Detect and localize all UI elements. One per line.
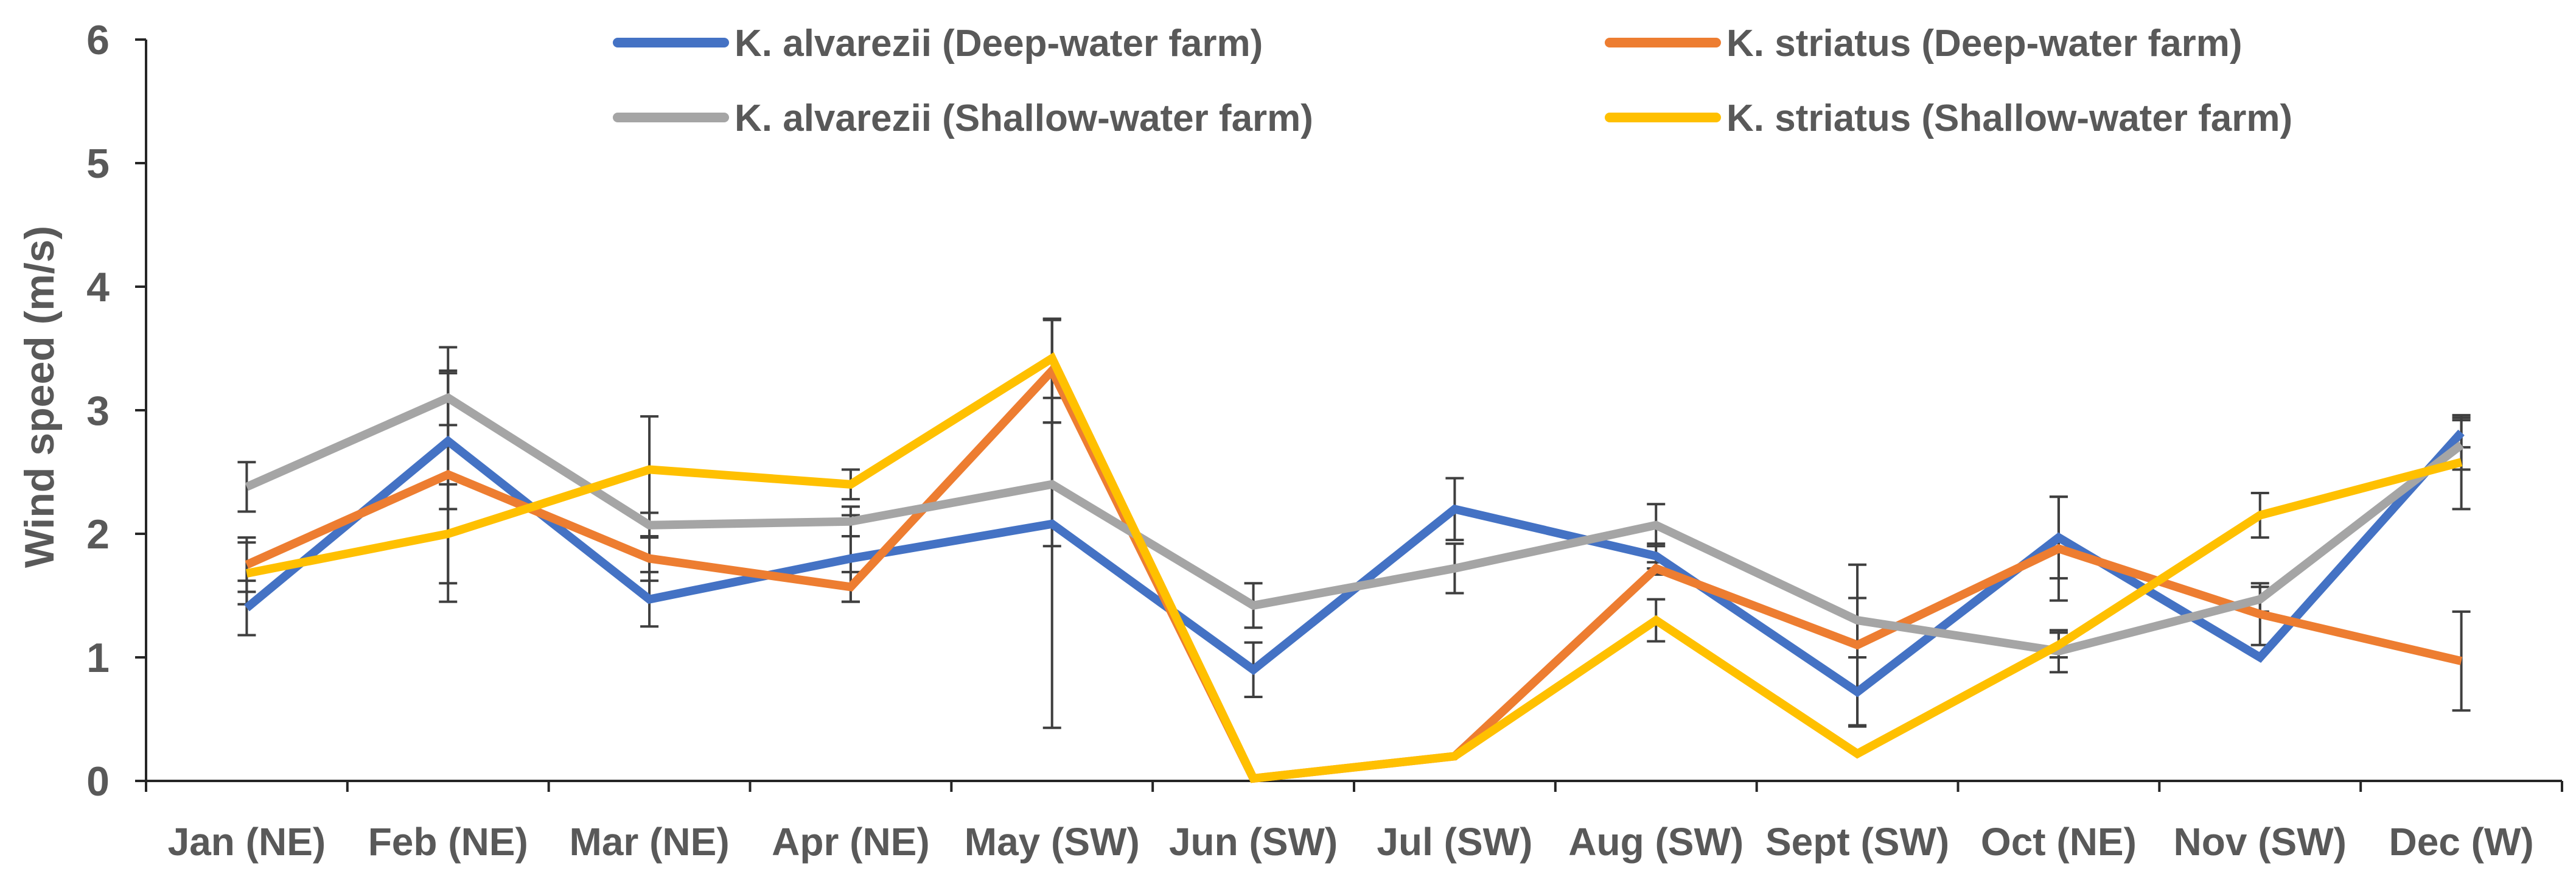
y-tick-label: 3 [86, 388, 110, 434]
x-tick-label: May (SW) [965, 820, 1140, 864]
x-tick-label: Apr (NE) [772, 820, 930, 864]
y-tick-label: 4 [86, 264, 110, 310]
x-tick-label: Mar (NE) [570, 820, 730, 864]
legend-item[interactable]: K. striatus (Shallow-water farm) [1605, 97, 2292, 139]
x-tick-label: Nov (SW) [2174, 820, 2347, 864]
error-bars [237, 317, 2471, 729]
y-tick-label: 0 [86, 758, 110, 805]
x-tick-label: Feb (NE) [368, 820, 528, 864]
legend-label: K. alvarezii (Shallow-water farm) [735, 97, 1313, 139]
legend-label: K. striatus (Shallow-water farm) [1726, 97, 2292, 139]
legend[interactable]: K. alvarezii (Deep-water farm) K. striatu… [613, 23, 2292, 139]
x-tick-label: Sept (SW) [1765, 820, 1949, 864]
y-tick-label: 1 [86, 635, 110, 681]
y-tick-label: 5 [86, 141, 110, 187]
series-line-1 [243, 429, 2465, 698]
series-line-3 [245, 393, 2464, 656]
y-axis-ticks: 0 1 2 3 4 5 6 [86, 17, 146, 805]
x-tick-label: Dec (W) [2389, 820, 2533, 864]
x-tick-label: Oct (NE) [1981, 820, 2137, 864]
legend-label: K. striatus (Deep-water farm) [1726, 23, 2243, 65]
series-line-4 [246, 352, 2463, 783]
legend-item[interactable]: K. alvarezii (Deep-water farm) [613, 23, 1263, 65]
y-tick-label: 2 [86, 511, 110, 558]
legend-label: K. alvarezii (Deep-water farm) [735, 23, 1263, 65]
series-line-2 [245, 363, 2463, 783]
x-axis-ticks: Jan (NE) Feb (NE) Mar (NE) Apr (NE) May (SW)… [145, 781, 2563, 864]
legend-item[interactable]: K. striatus (Deep-water farm) [1605, 23, 2243, 65]
x-tick-label: Jan (NE) [168, 820, 326, 864]
x-tick-label: Jun (SW) [1169, 820, 1338, 864]
series-lines [243, 352, 2465, 783]
y-tick-label: 6 [86, 17, 110, 63]
x-tick-label: Jul (SW) [1377, 820, 1532, 864]
legend-item[interactable]: K. alvarezii (Shallow-water farm) [613, 97, 1313, 139]
x-tick-label: Aug (SW) [1568, 820, 1744, 864]
y-axis-title: Wind speed (m/s) [16, 226, 63, 568]
